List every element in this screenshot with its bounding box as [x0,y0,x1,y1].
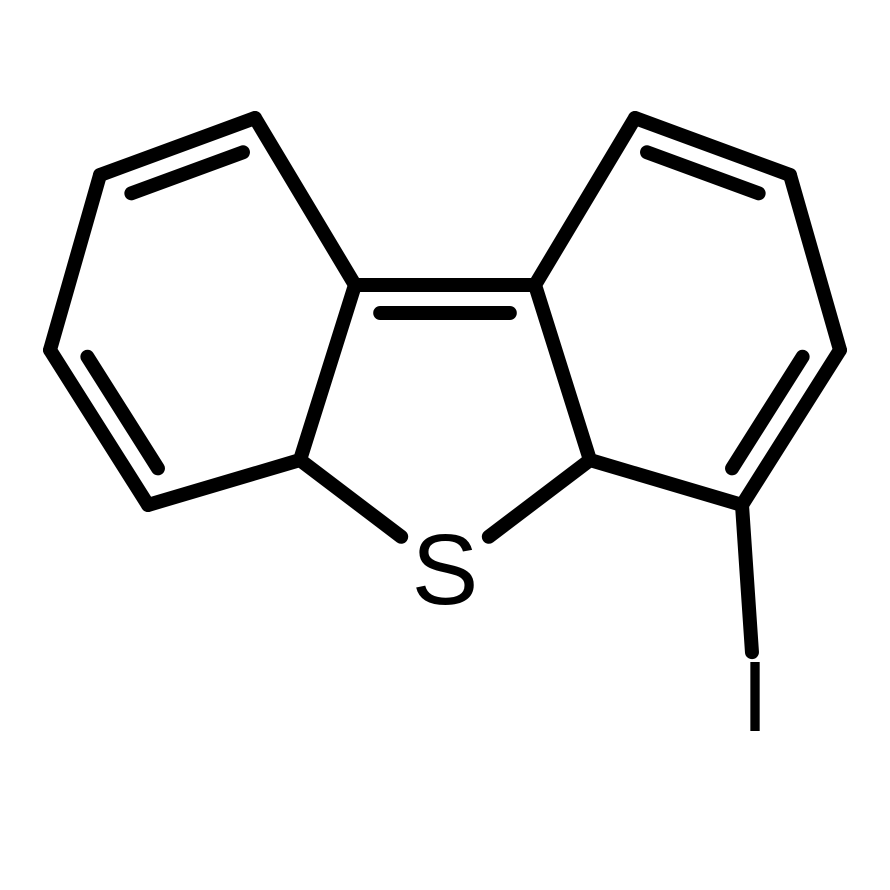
atom-label-i: I [741,641,769,753]
atom-label-s: S [412,514,479,626]
molecule-diagram: SI [0,0,890,890]
